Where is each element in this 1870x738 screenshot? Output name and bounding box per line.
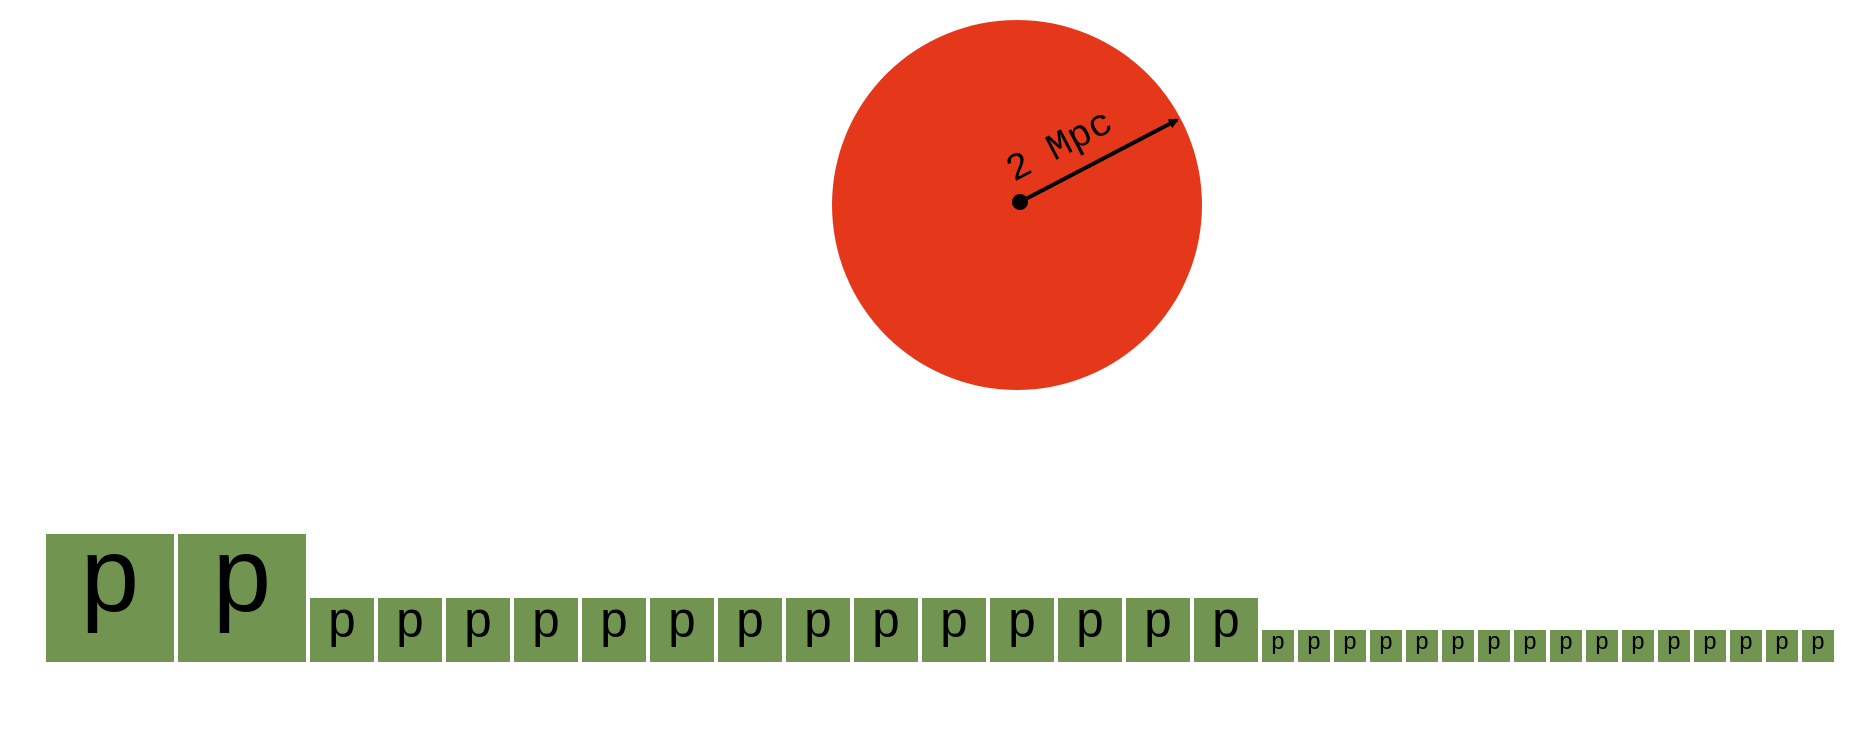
box-row-2-label: p [803, 595, 833, 652]
box-row-3-box [1370, 630, 1402, 662]
box-row-3-box [1334, 630, 1366, 662]
box-row-2-box [854, 598, 918, 662]
box-row-3-label: p [1523, 630, 1537, 657]
box-row-2-label: p [871, 595, 901, 652]
box-row-2-box [650, 598, 714, 662]
box-row-2-label: p [735, 595, 765, 652]
box-row-2-label: p [1007, 595, 1037, 652]
box-row-3-label: p [1451, 630, 1465, 657]
box-row-3-box [1730, 630, 1762, 662]
box-row-1-label: p [210, 523, 274, 643]
box-row-2-label: p [1211, 595, 1241, 652]
sphere-group: 2 Mpc [832, 20, 1202, 390]
box-row-1-label: p [78, 523, 142, 643]
box-row-3-label: p [1811, 630, 1825, 657]
box-row-3-label: p [1559, 630, 1573, 657]
box-row-3-box [1622, 630, 1654, 662]
radius-arrow [1019, 118, 1179, 204]
box-row-2-box [310, 598, 374, 662]
box-row-3-label: p [1775, 630, 1789, 657]
box-row-3-label: p [1595, 630, 1609, 657]
box-row-3-box [1802, 630, 1834, 662]
box-row-2-box [1126, 598, 1190, 662]
box-row-3-label: p [1667, 630, 1681, 657]
box-row-3-box [1766, 630, 1798, 662]
sphere-center-dot [1012, 194, 1028, 210]
box-row-3-box [1550, 630, 1582, 662]
box-row-2-box [514, 598, 578, 662]
box-row-3-label: p [1631, 630, 1645, 657]
box-row-3-label: p [1271, 630, 1285, 657]
box-row-2-box [446, 598, 510, 662]
box-row-3-box [1406, 630, 1438, 662]
box-row-2-label: p [667, 595, 697, 652]
box-row-2-box [786, 598, 850, 662]
box-row-2-box [582, 598, 646, 662]
box-row-1-box [178, 534, 306, 662]
box-row-3-box [1694, 630, 1726, 662]
box-row-3-box [1586, 630, 1618, 662]
box-row-2-label: p [1143, 595, 1173, 652]
box-row-2-label: p [531, 595, 561, 652]
box-row-1-box [46, 534, 174, 662]
box-row-2-box [922, 598, 986, 662]
box-row-2-label: p [939, 595, 969, 652]
box-row-2-box [378, 598, 442, 662]
box-row-3-box [1262, 630, 1294, 662]
box-row-3-box [1514, 630, 1546, 662]
box-row-2-label: p [1075, 595, 1105, 652]
box-row-3-box [1658, 630, 1690, 662]
box-row-2-label: p [395, 595, 425, 652]
box-row-3-box [1478, 630, 1510, 662]
box-row-3-label: p [1415, 630, 1429, 657]
box-row-2-label: p [463, 595, 493, 652]
box-row-2-box [718, 598, 782, 662]
box-row-3-box [1442, 630, 1474, 662]
box-row-2-label: p [327, 595, 357, 652]
box-row-3-label: p [1739, 630, 1753, 657]
box-row-3-label: p [1703, 630, 1717, 657]
box-row-3-box [1298, 630, 1330, 662]
box-row-3-label: p [1379, 630, 1393, 657]
box-row-2-box [990, 598, 1054, 662]
box-row-3-label: p [1307, 630, 1321, 657]
box-row-2-label: p [599, 595, 629, 652]
box-row-2-box [1058, 598, 1122, 662]
box-row-3-label: p [1343, 630, 1357, 657]
box-row-2-box [1194, 598, 1258, 662]
box-row-3-label: p [1487, 630, 1501, 657]
